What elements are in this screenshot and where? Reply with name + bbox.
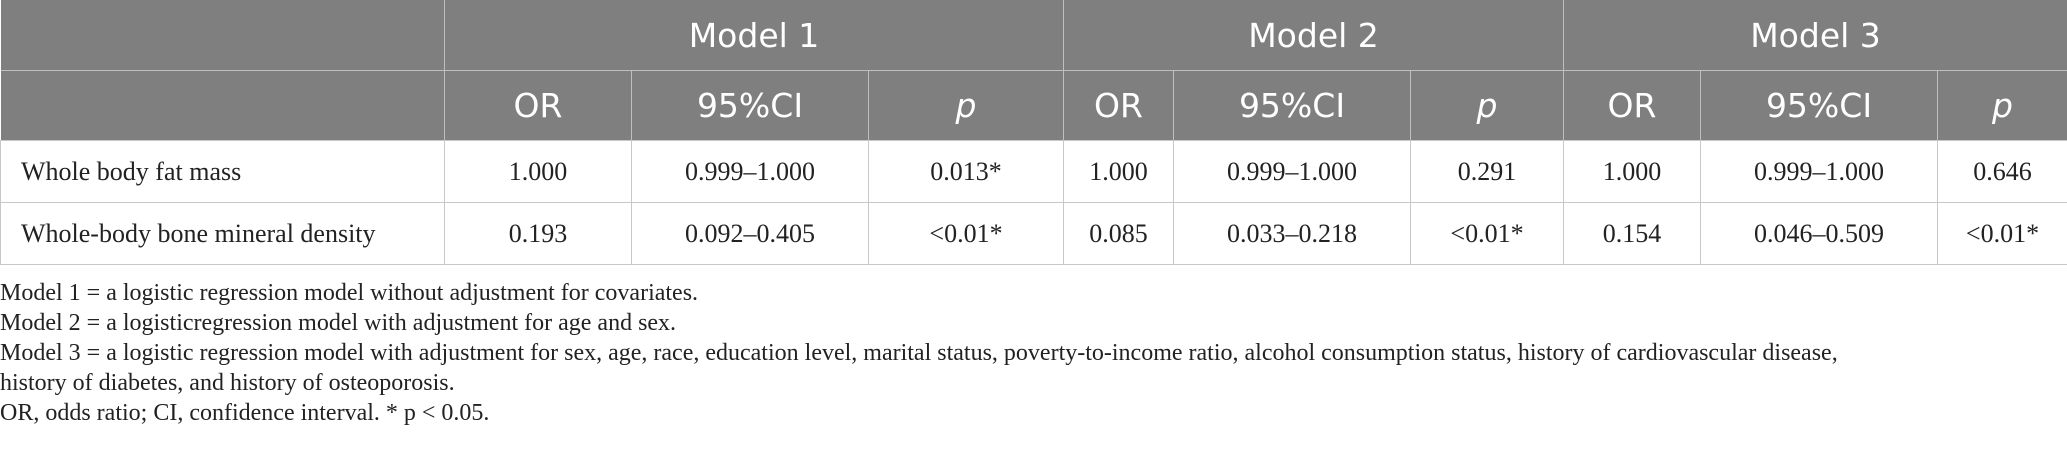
header-model-3: Model 3: [1563, 0, 2067, 71]
sub-header-p: p: [868, 70, 1064, 141]
table-row: Whole-body bone mineral density 0.193 0.…: [0, 202, 2067, 265]
table-row: Whole body fat mass 1.000 0.999–1.000 0.…: [0, 140, 2067, 203]
table-cell: 0.154: [1563, 202, 1701, 265]
table-cell: <0.01*: [1937, 202, 2067, 265]
header-model-2: Model 2: [1063, 0, 1564, 71]
sub-header-blank: [0, 70, 445, 141]
row-label: Whole body fat mass: [0, 140, 445, 203]
footnote-model-2: Model 2 = a logisticregression model wit…: [0, 310, 677, 336]
table-footnotes: Model 1 = a logistic regression model wi…: [0, 278, 2060, 428]
footnote-model-3: Model 3 = a logistic regression model wi…: [0, 340, 1838, 366]
table-cell: 0.999–1.000: [631, 140, 869, 203]
results-table-container: Model 1 Model 2 Model 3 OR 95%CI p OR 95…: [0, 0, 2067, 265]
table-cell: 0.092–0.405: [631, 202, 869, 265]
table-cell: 1.000: [1563, 140, 1701, 203]
sub-header-ci: 95%CI: [1173, 70, 1411, 141]
sub-header-p: p: [1937, 70, 2067, 141]
table-cell: 0.291: [1410, 140, 1564, 203]
table-cell: 0.085: [1063, 202, 1174, 265]
table-cell: 1.000: [1063, 140, 1174, 203]
table-cell: 0.193: [444, 202, 632, 265]
footnote-abbreviations: OR, odds ratio; CI, confidence interval.…: [0, 400, 490, 426]
table-cell: 0.033–0.218: [1173, 202, 1411, 265]
table-cell: 0.013*: [868, 140, 1064, 203]
group-header-row: Model 1 Model 2 Model 3: [0, 0, 2067, 71]
row-label: Whole-body bone mineral density: [0, 202, 445, 265]
header-blank: [0, 0, 445, 71]
sub-header-ci: 95%CI: [631, 70, 869, 141]
table-cell: <0.01*: [1410, 202, 1564, 265]
sub-header-row: OR 95%CI p OR 95%CI p OR 95%CI p: [0, 70, 2067, 141]
results-table: Model 1 Model 2 Model 3 OR 95%CI p OR 95…: [0, 0, 2067, 265]
table-cell: 1.000: [444, 140, 632, 203]
table-cell: 0.646: [1937, 140, 2067, 203]
sub-header-or: OR: [1563, 70, 1701, 141]
sub-header-or: OR: [444, 70, 632, 141]
sub-header-or: OR: [1063, 70, 1174, 141]
table-cell: 0.046–0.509: [1700, 202, 1938, 265]
header-model-1: Model 1: [444, 0, 1064, 71]
footnote-model-3-continued: history of diabetes, and history of oste…: [0, 370, 455, 396]
table-cell: 0.999–1.000: [1700, 140, 1938, 203]
footnote-model-1: Model 1 = a logistic regression model wi…: [0, 280, 699, 306]
sub-header-p: p: [1410, 70, 1564, 141]
table-cell: 0.999–1.000: [1173, 140, 1411, 203]
table-cell: <0.01*: [868, 202, 1064, 265]
sub-header-ci: 95%CI: [1700, 70, 1938, 141]
